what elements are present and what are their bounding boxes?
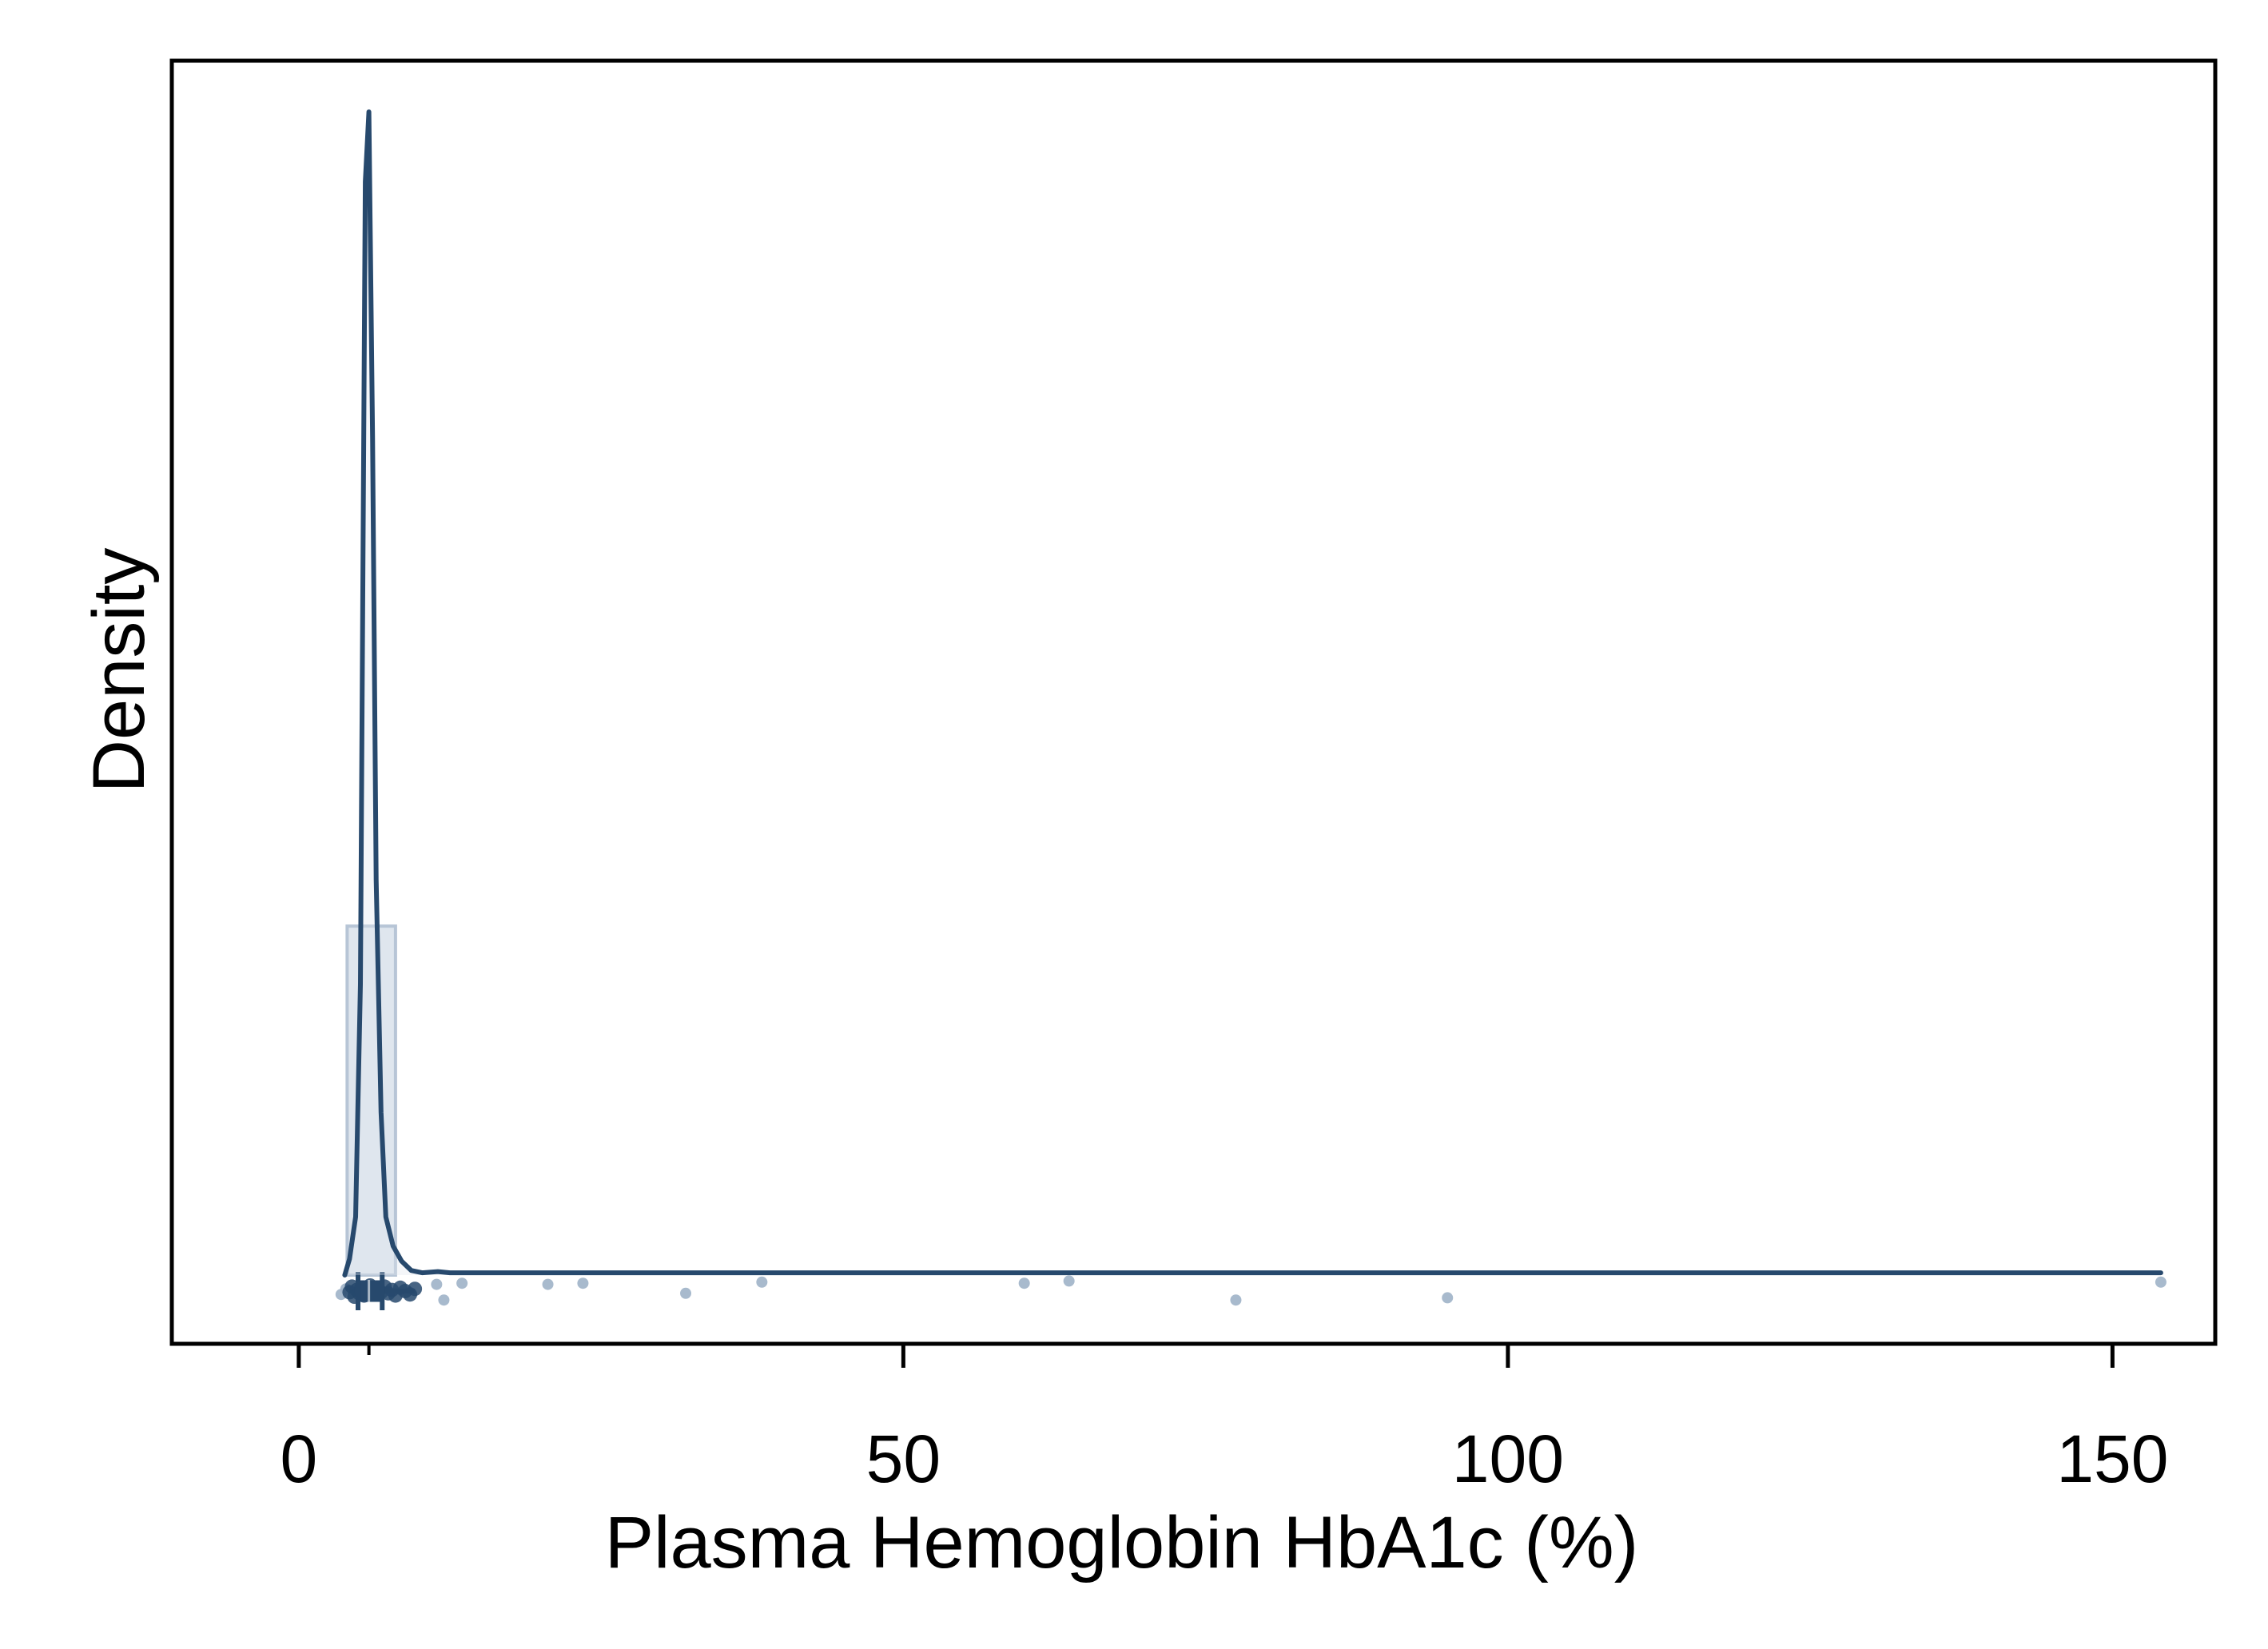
data-point <box>1063 1275 1075 1287</box>
data-point <box>1442 1292 1454 1304</box>
boxplot-box <box>356 1280 384 1302</box>
density-curve <box>342 109 2163 1277</box>
x-tick-label: 150 <box>2056 1421 2168 1496</box>
data-point <box>680 1287 692 1299</box>
data-point <box>431 1278 443 1290</box>
data-point <box>542 1278 554 1290</box>
boxplot-layer <box>354 1272 416 1310</box>
density-layer <box>342 109 2163 1277</box>
data-point <box>1230 1294 1242 1306</box>
y-axis-title: Density <box>78 548 160 793</box>
x-axis: 0 50 100 150 <box>281 1344 2168 1496</box>
data-point <box>2155 1276 2167 1288</box>
data-point <box>1018 1277 1030 1289</box>
data-point <box>756 1276 768 1288</box>
x-tick-label: 50 <box>866 1421 941 1496</box>
data-point <box>438 1294 450 1306</box>
data-point <box>456 1277 468 1289</box>
x-tick-label: 0 <box>281 1421 318 1496</box>
data-point <box>577 1277 589 1289</box>
plot-frame <box>169 58 2218 1346</box>
x-axis-title: Plasma Hemoglobin HbA1c (%) <box>605 1502 1639 1583</box>
x-tick-label: 100 <box>1452 1421 1564 1496</box>
